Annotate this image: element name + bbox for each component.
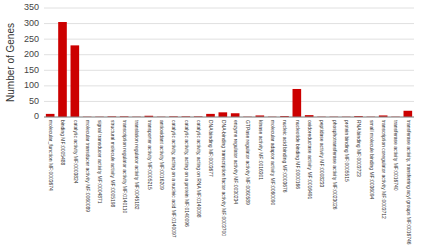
bars [46,22,412,117]
y-tick-label: 150 [24,65,39,75]
x-tick-label: catalytic activity, acting on RNA MF:014… [196,120,201,218]
y-axis-label: Number of Genes [5,23,16,102]
bar [404,111,413,117]
y-tick-label: 100 [24,80,39,90]
grid-line [44,101,414,102]
x-tick-label: phosphotransferase activity MF:0023026 [332,120,337,210]
y-tick-labels: 0 50 100 150 200 250 300 350 [24,2,39,121]
x-tick-label: transcription coregulator activity MF:00… [381,120,386,219]
grid-line [44,54,414,55]
grid-line [44,70,414,71]
y-tick-label: 0 [34,111,39,121]
x-tick-label: molecular adaptor activity MF:0060090 [270,120,275,206]
x-tick-label: kinase activity MF:0016301 [258,120,263,180]
grid-line [44,117,414,118]
x-axis-line [44,117,414,118]
x-tick-label: catalytic activity MF:0003824 [73,120,78,184]
x-tick-label: peptidase activity MF:0008233 [319,120,324,187]
grid-line [44,85,414,86]
y-tick-label: 200 [24,49,39,59]
x-tick-label: translation regulator activity MF:004518… [134,120,139,210]
x-tick-label: transcription regulator activity MF:0140… [122,120,127,213]
x-tick-label: protein binding MF:0005515 [344,120,349,182]
y-tick-label: 50 [29,96,39,106]
chart: molecular_function MF:0003674 binding MF:… [0,0,422,252]
x-tick-label: signal transducer activity MF:0004871 [97,120,102,204]
x-tick-label: DNA binding MF:0003677 [208,120,213,177]
x-tick-label: catalytic activity, acting on a nucleic … [171,120,176,238]
x-tick-label: antioxidant activity MF:0016209 [159,120,164,190]
x-tick-label: nucleotide binding MF:0000166 [295,120,300,189]
x-tick-label: molecular_function MF:0003674 [48,120,53,191]
x-tick-label: GTPase regulator activity MF:0060589 [245,120,250,205]
x-tick-label: catalytic activity, acting on a protein … [184,120,189,227]
bar [58,22,67,117]
x-tick-label: binding MF:0005488 [60,120,65,165]
x-tick-label: DNA-binding transcription factor activit… [221,120,226,236]
x-tick-label: structural molecule activity MF:0005198 [110,120,115,208]
x-tick-label: transporter activity MF:0005215 [147,120,152,190]
x-tick-label: nucleic acid binding MF:0003676 [282,120,287,193]
grid-line [44,23,414,24]
bar [231,113,240,117]
bar [219,112,228,117]
y-grid [44,8,414,117]
x-tick-label: small molecule binding MF:0036094 [369,120,374,200]
x-tick-labels: molecular_function MF:0003674 binding MF:… [48,120,411,245]
x-tick-label: transferase activity MF:0016740 [393,120,398,191]
grid-line [44,8,414,9]
bar [71,45,80,117]
y-tick-label: 300 [24,18,39,28]
x-tick-label: enzyme regulator activity MF:0030234 [233,120,238,204]
x-tick-label: molecular transducer activity MF:0060089 [85,120,90,212]
bar [293,89,302,117]
grid-line [44,39,414,40]
x-tick-label: transferase activity, transferring acyl … [406,120,411,245]
x-tick-label: oxidoreductase activity MF:0016491 [307,120,312,200]
y-tick-label: 250 [24,34,39,44]
x-tick-label: RNA binding MF:0003723 [356,120,361,177]
y-tick-label: 350 [24,2,39,12]
